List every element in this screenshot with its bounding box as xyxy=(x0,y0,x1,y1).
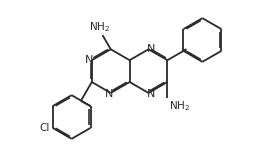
Text: N: N xyxy=(85,54,94,65)
Text: N: N xyxy=(146,89,155,99)
Text: Cl: Cl xyxy=(39,123,49,133)
Text: NH$_2$: NH$_2$ xyxy=(89,21,110,34)
Text: N: N xyxy=(146,44,155,54)
Text: N: N xyxy=(105,89,113,99)
Text: NH$_2$: NH$_2$ xyxy=(169,99,190,113)
